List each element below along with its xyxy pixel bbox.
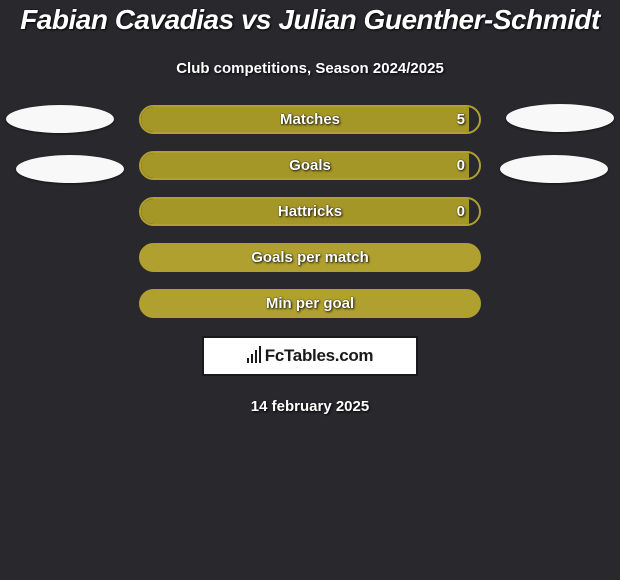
stat-bar: Goals per match: [139, 243, 481, 272]
player-left-badge-2: [16, 155, 124, 183]
stat-label: Hattricks: [278, 203, 342, 220]
stat-bars: Matches 5 Goals 0 Hattricks 0 Goals per match M…: [139, 105, 481, 318]
stat-label: Goals per match: [251, 249, 369, 266]
subtitle: Club competitions, Season 2024/2025: [0, 60, 620, 77]
page-title: Fabian Cavadias vs Julian Guenther-Schmi…: [0, 0, 620, 36]
stat-bar: Goals 0: [139, 151, 481, 180]
stat-bar: Matches 5: [139, 105, 481, 134]
stat-value: 0: [457, 157, 465, 174]
stat-label: Matches: [280, 111, 340, 128]
stat-label: Min per goal: [266, 295, 354, 312]
stat-value: 0: [457, 203, 465, 220]
player-right-badge-2: [500, 155, 608, 183]
stat-label: Goals: [289, 157, 331, 174]
stats-area: Matches 5 Goals 0 Hattricks 0 Goals per match M…: [0, 105, 620, 318]
player-left-badge-1: [6, 105, 114, 133]
stat-value: 5: [457, 111, 465, 128]
stat-bar: Hattricks 0: [139, 197, 481, 226]
chart-icon: [247, 345, 261, 368]
stat-bar: Min per goal: [139, 289, 481, 318]
logo-text: FcTables.com: [265, 346, 374, 366]
player-right-badge-1: [506, 104, 614, 132]
date-label: 14 february 2025: [0, 398, 620, 415]
fctables-logo[interactable]: FcTables.com: [202, 336, 418, 376]
